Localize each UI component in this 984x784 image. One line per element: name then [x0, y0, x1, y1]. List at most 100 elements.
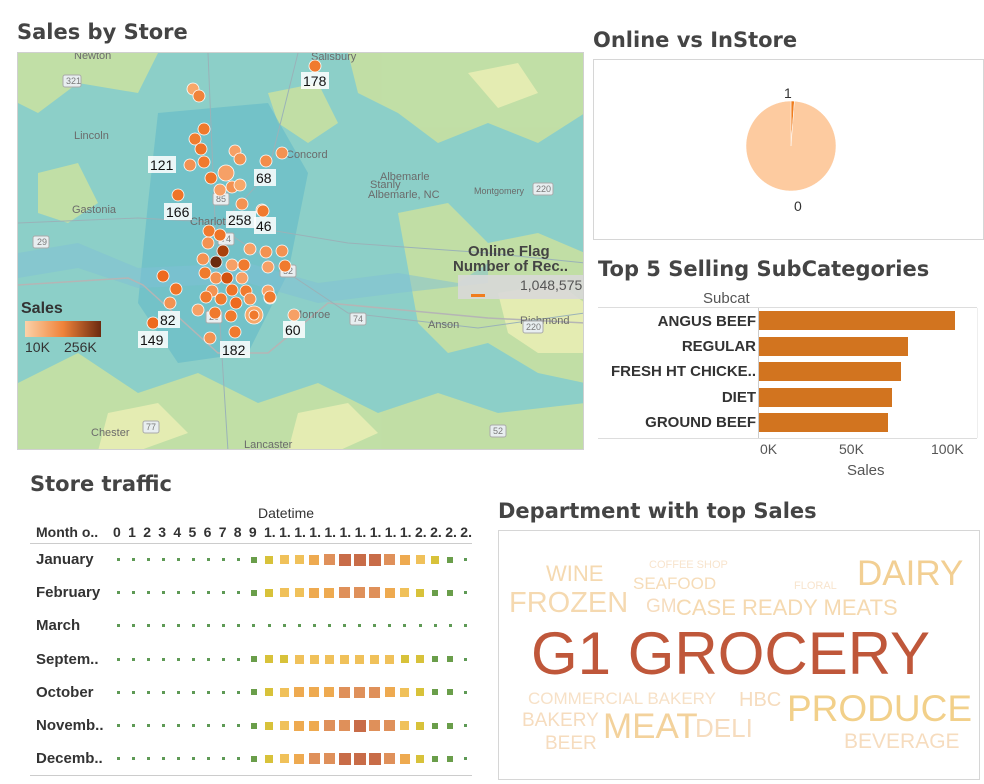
traffic-cell[interactable] — [338, 553, 351, 566]
traffic-cell[interactable] — [265, 754, 273, 763]
traffic-cell[interactable] — [116, 757, 120, 761]
traffic-cell[interactable] — [339, 720, 350, 731]
traffic-cell[interactable] — [353, 752, 366, 765]
traffic-cell[interactable] — [192, 690, 195, 694]
traffic-cell[interactable] — [131, 657, 135, 661]
traffic-cell[interactable] — [294, 654, 304, 664]
traffic-cell[interactable] — [279, 588, 289, 598]
traffic-cell[interactable] — [384, 554, 396, 565]
traffic-cell[interactable] — [222, 757, 226, 761]
word-wine[interactable]: WINE — [546, 561, 604, 586]
traffic-cell[interactable] — [279, 687, 289, 697]
traffic-cell[interactable] — [207, 558, 211, 561]
sales-map[interactable]: Newton Salisbury Lincoln Concord Albemar… — [17, 52, 584, 450]
traffic-cell[interactable] — [384, 720, 396, 731]
traffic-cell[interactable] — [265, 688, 273, 697]
word-bakery[interactable]: BAKERY — [522, 710, 599, 731]
traffic-cell[interactable] — [432, 755, 439, 762]
traffic-cell[interactable] — [192, 724, 195, 727]
word-gm[interactable]: GM — [646, 596, 677, 617]
traffic-cell[interactable] — [309, 720, 320, 731]
traffic-cell[interactable] — [222, 657, 226, 661]
traffic-cell[interactable] — [250, 589, 257, 596]
traffic-cell[interactable] — [161, 624, 165, 628]
traffic-cell[interactable] — [176, 757, 180, 761]
word-beer[interactable]: BEER — [545, 733, 597, 754]
word-beverage[interactable]: BEVERAGE — [844, 730, 960, 753]
traffic-cell[interactable] — [280, 655, 289, 664]
traffic-cell[interactable] — [146, 657, 150, 661]
traffic-cell[interactable] — [432, 689, 439, 696]
traffic-cell[interactable] — [192, 558, 195, 561]
traffic-cell[interactable] — [265, 555, 273, 564]
traffic-cell[interactable] — [237, 690, 241, 694]
traffic-cell[interactable] — [250, 755, 257, 762]
traffic-cell[interactable] — [222, 558, 226, 561]
traffic-cell[interactable] — [222, 690, 226, 694]
traffic-heatmap[interactable] — [110, 543, 472, 774]
traffic-cell[interactable] — [161, 591, 165, 595]
traffic-cell[interactable] — [432, 589, 439, 596]
traffic-cell[interactable] — [416, 588, 424, 597]
traffic-cell[interactable] — [368, 752, 381, 765]
traffic-cell[interactable] — [176, 690, 180, 694]
top5-bar[interactable] — [759, 311, 956, 330]
traffic-cell[interactable] — [388, 624, 392, 628]
traffic-cell[interactable] — [146, 724, 150, 727]
department-wordcloud[interactable]: G1 GROCERY DAIRY PRODUCE MEAT FROZEN CAS… — [498, 530, 980, 780]
word-case-ready-meats[interactable]: CASE READY MEATS — [676, 595, 898, 620]
traffic-cell[interactable] — [353, 719, 366, 732]
traffic-cell[interactable] — [400, 655, 409, 664]
traffic-cell[interactable] — [282, 624, 286, 628]
traffic-cell[interactable] — [463, 657, 467, 661]
traffic-cell[interactable] — [250, 689, 257, 696]
traffic-cell[interactable] — [353, 553, 366, 566]
traffic-cell[interactable] — [432, 656, 439, 663]
traffic-cell[interactable] — [338, 752, 351, 765]
traffic-cell[interactable] — [432, 722, 439, 729]
traffic-cell[interactable] — [312, 624, 316, 628]
traffic-cell[interactable] — [131, 624, 135, 628]
traffic-cell[interactable] — [146, 591, 150, 595]
traffic-cell[interactable] — [463, 757, 467, 761]
traffic-cell[interactable] — [222, 724, 226, 727]
traffic-cell[interactable] — [327, 624, 331, 628]
traffic-cell[interactable] — [384, 687, 395, 698]
traffic-cell[interactable] — [222, 624, 226, 628]
traffic-cell[interactable] — [192, 591, 195, 595]
traffic-cell[interactable] — [369, 686, 381, 698]
traffic-cell[interactable] — [146, 558, 150, 561]
traffic-cell[interactable] — [369, 720, 381, 731]
traffic-cell[interactable] — [146, 690, 150, 694]
word-seafood[interactable]: SEAFOOD — [633, 574, 717, 593]
word-frozen[interactable]: FROZEN — [509, 587, 629, 619]
traffic-cell[interactable] — [176, 558, 180, 561]
word-floral[interactable]: FLORAL — [794, 580, 837, 592]
traffic-cell[interactable] — [463, 624, 467, 628]
traffic-cell[interactable] — [161, 757, 165, 761]
word-meat[interactable]: MEAT — [603, 707, 698, 746]
traffic-cell[interactable] — [279, 754, 289, 764]
traffic-cell[interactable] — [265, 655, 273, 664]
traffic-cell[interactable] — [416, 721, 424, 730]
traffic-cell[interactable] — [116, 558, 120, 561]
traffic-cell[interactable] — [324, 687, 335, 698]
traffic-cell[interactable] — [222, 591, 226, 595]
word-coffee-shop[interactable]: COFFEE SHOP — [649, 559, 728, 571]
traffic-cell[interactable] — [161, 558, 165, 561]
traffic-cell[interactable] — [309, 554, 320, 565]
traffic-cell[interactable] — [116, 624, 120, 628]
traffic-cell[interactable] — [340, 654, 349, 664]
traffic-cell[interactable] — [237, 657, 241, 661]
traffic-cell[interactable] — [463, 558, 467, 561]
traffic-cell[interactable] — [279, 721, 289, 730]
traffic-cell[interactable] — [384, 587, 395, 598]
traffic-cell[interactable] — [415, 555, 425, 564]
traffic-cell[interactable] — [265, 588, 273, 597]
traffic-cell[interactable] — [116, 657, 120, 661]
online-vs-instore-pie[interactable] — [594, 60, 983, 239]
traffic-cell[interactable] — [131, 757, 135, 761]
traffic-cell[interactable] — [294, 588, 304, 598]
traffic-cell[interactable] — [116, 724, 120, 727]
top5-bar[interactable] — [759, 362, 901, 381]
